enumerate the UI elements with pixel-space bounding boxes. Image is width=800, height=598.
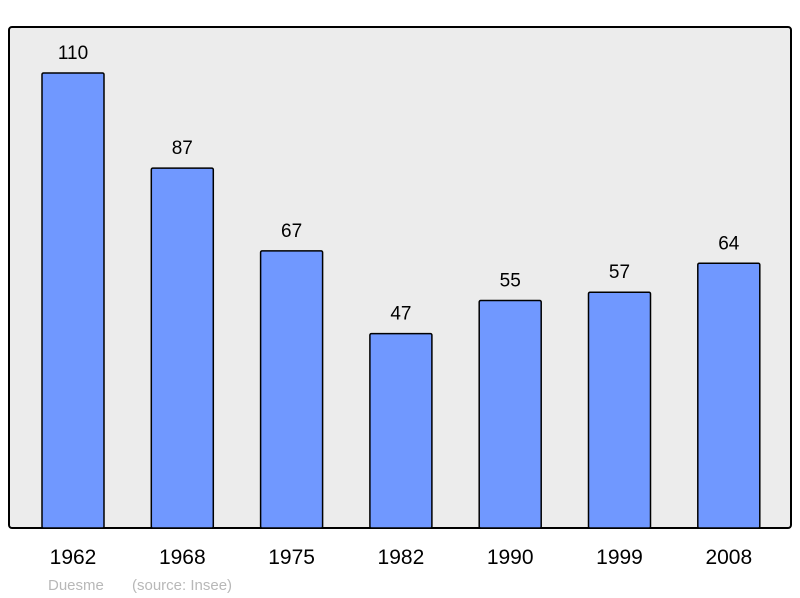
footer-source: (source: Insee) — [132, 577, 232, 594]
x-tick-1990: 1990 — [487, 546, 534, 569]
x-tick-1962: 1962 — [50, 546, 97, 569]
x-tick-1999: 1999 — [596, 546, 643, 569]
data-label-1962: 110 — [58, 43, 88, 64]
x-tick-1968: 1968 — [159, 546, 206, 569]
data-label-1990: 55 — [500, 271, 521, 292]
bar-1968 — [150, 167, 215, 529]
data-label-1999: 57 — [609, 262, 630, 283]
data-label-2008: 64 — [718, 233, 740, 254]
data-label-1975: 67 — [281, 221, 302, 242]
footer-place: Duesme — [48, 577, 104, 594]
bar-1999 — [587, 291, 652, 529]
x-tick-1975: 1975 — [268, 546, 315, 569]
data-label-1968: 87 — [172, 138, 193, 159]
x-tick-1982: 1982 — [378, 546, 425, 569]
bar-1982 — [369, 332, 433, 529]
x-tick-2008: 2008 — [705, 546, 752, 569]
bar-1962 — [41, 72, 105, 529]
bar-1990 — [478, 299, 542, 529]
bar-1975 — [259, 250, 324, 529]
bar-2008 — [697, 262, 761, 529]
data-label-1982: 47 — [390, 304, 411, 325]
